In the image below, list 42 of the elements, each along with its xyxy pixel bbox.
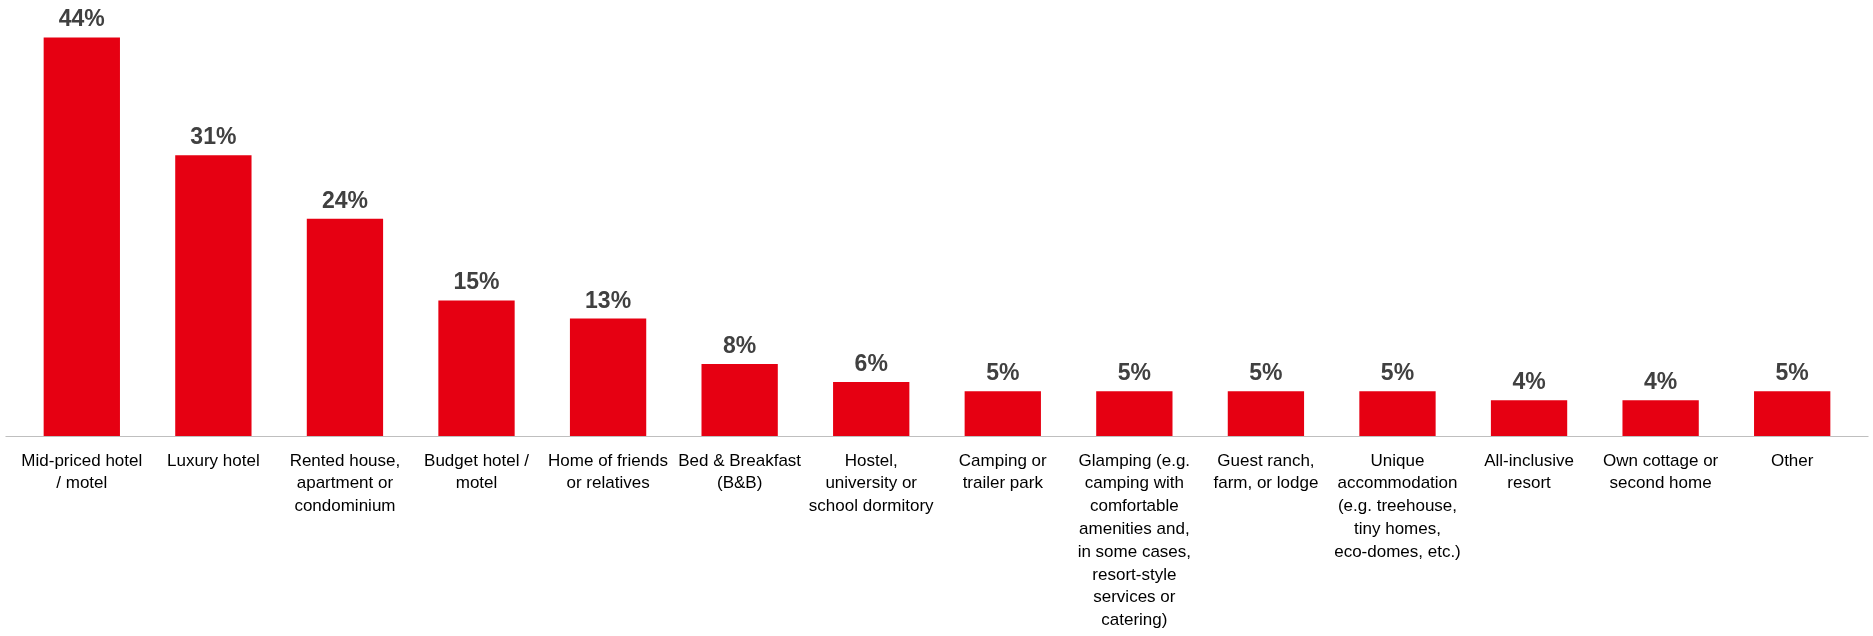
bar (964, 391, 1041, 437)
bar (1359, 391, 1436, 437)
data-label: 15% (453, 268, 500, 295)
bar (833, 382, 910, 437)
x-tick-label: Rented house, apartment or condominium (289, 450, 401, 516)
x-tick-label: Home of friends or relatives (548, 450, 669, 493)
x-tick-label: Guest ranch, farm, or lodge (1213, 450, 1319, 493)
x-tick-label: Unique accommodation (e.g. treehouse, tiny homes, eco-domes, etc.) (1334, 450, 1461, 561)
bar (438, 300, 515, 437)
bar (1622, 400, 1699, 437)
x-tick-label: Budget hotel / motel (424, 450, 530, 493)
x-tick-label: Mid-priced hotel / motel (21, 450, 143, 493)
data-label: 24% (321, 186, 368, 213)
data-label: 8% (723, 331, 757, 358)
data-label: 13% (585, 286, 632, 313)
bar (43, 37, 120, 437)
data-label: 31% (190, 123, 237, 150)
x-tick-label: Bed & Breakfast (B&B) (678, 450, 802, 493)
bar (306, 218, 384, 437)
x-tick-label: Own cottage or second home (1602, 450, 1719, 493)
data-label: 5% (986, 359, 1020, 386)
x-tick-label: Other (1770, 450, 1814, 470)
bar (175, 155, 252, 437)
bar (1490, 400, 1568, 437)
data-label: 44% (58, 5, 105, 32)
data-label: 5% (1117, 359, 1151, 386)
bar (1227, 391, 1305, 437)
x-tick-label: Glamping (e.g. camping with comfortable amenities and, in some cases, resort-style services or catering) (1077, 450, 1192, 630)
bar (569, 318, 647, 437)
x-tick-label: Hostel, university or school dormitory (808, 450, 935, 516)
bar (1754, 391, 1831, 437)
bar (1096, 391, 1173, 437)
data-label: 4% (1644, 368, 1678, 395)
data-label: 5% (1380, 359, 1415, 386)
x-tick-label: All-inclusive resort (1484, 450, 1574, 493)
data-label: 5% (1775, 359, 1809, 386)
data-label: 6% (854, 350, 888, 377)
x-tick-label: Camping or trailer park (958, 450, 1048, 493)
data-label: 5% (1249, 359, 1283, 386)
data-label: 4% (1512, 368, 1546, 395)
x-tick-label: Luxury hotel (167, 450, 260, 470)
bar (701, 363, 778, 437)
